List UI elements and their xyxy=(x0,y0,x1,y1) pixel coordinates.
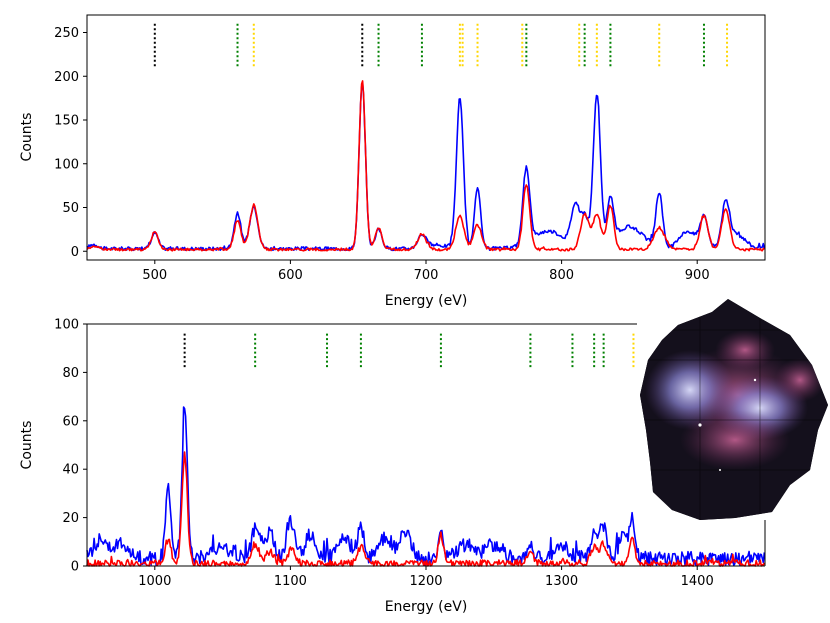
x-tick-label: 1100 xyxy=(274,574,307,589)
y-tick-label: 20 xyxy=(62,511,79,526)
top-series xyxy=(86,80,766,252)
top-y-ticks: 0 50 100 150 200 250 xyxy=(54,26,87,260)
y-tick-label: 50 xyxy=(62,201,79,216)
x-tick-label: 500 xyxy=(142,268,167,283)
bottom-y-ticks: 0 20 40 60 80 100 xyxy=(54,318,87,575)
y-tick-label: 80 xyxy=(62,366,79,381)
y-tick-label: 0 xyxy=(71,245,79,260)
x-tick-label: 1400 xyxy=(681,574,714,589)
x-tick-label: 800 xyxy=(549,268,574,283)
x-tick-label: 700 xyxy=(414,268,439,283)
x-tick-label: 600 xyxy=(278,268,303,283)
top-y-axis-label: Counts xyxy=(19,113,35,162)
bottom-y-axis-label: Counts xyxy=(19,421,35,470)
y-tick-label: 200 xyxy=(54,70,79,85)
y-tick-label: 60 xyxy=(62,414,79,429)
y-tick-label: 100 xyxy=(54,157,79,172)
x-tick-label: 1200 xyxy=(409,574,442,589)
nebula-inset-image xyxy=(640,299,828,520)
x-tick-label: 900 xyxy=(685,268,710,283)
y-tick-label: 0 xyxy=(71,560,79,575)
bottom-spectrum-chart: 1000 1100 1200 1300 1400 0 20 40 60 80 100 Energy… xyxy=(19,318,766,615)
y-tick-label: 250 xyxy=(54,26,79,41)
top-line-markers xyxy=(153,23,729,68)
spectrum-line-red xyxy=(86,80,765,252)
y-tick-label: 40 xyxy=(62,463,79,478)
y-tick-label: 150 xyxy=(54,114,79,129)
top-spectrum-chart: 500 600 700 800 900 0 50 100 150 200 250 Energy (… xyxy=(19,14,766,309)
bottom-x-ticks: 1000 1100 1200 1300 1400 xyxy=(138,566,714,589)
top-x-ticks: 500 600 700 800 900 xyxy=(142,260,710,283)
spectrum-line-blue xyxy=(86,406,766,567)
bottom-line-markers xyxy=(183,333,635,368)
x-tick-label: 1300 xyxy=(545,574,578,589)
y-tick-label: 100 xyxy=(54,318,79,333)
bottom-x-axis-label: Energy (eV) xyxy=(385,599,468,615)
top-x-axis-label: Energy (eV) xyxy=(385,293,468,309)
x-tick-label: 1000 xyxy=(138,574,171,589)
